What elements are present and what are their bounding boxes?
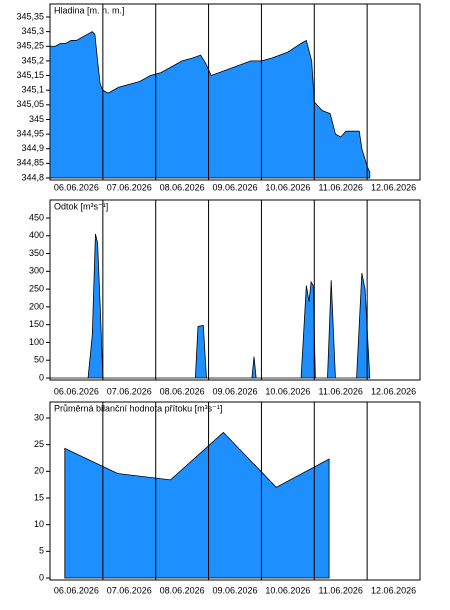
y-tick-label: 300: [29, 266, 44, 276]
y-tick-label: 345,2: [21, 55, 44, 65]
x-tick-label: 12.06.2026: [371, 182, 416, 192]
y-tick-label: 10: [34, 519, 44, 529]
y-tick-label: 0: [39, 372, 44, 382]
x-tick-label: 06.06.2026: [54, 182, 99, 192]
x-tick-label: 10.06.2026: [265, 386, 310, 396]
x-tick-label: 07.06.2026: [107, 386, 152, 396]
x-tick-label: 12.06.2026: [371, 386, 416, 396]
x-tick-label: 08.06.2026: [160, 585, 205, 595]
x-tick-label: 10.06.2026: [265, 585, 310, 595]
y-tick-label: 345: [29, 114, 44, 124]
chart-title: Hladina [m. n. m.]: [54, 5, 125, 15]
y-tick-label: 5: [39, 546, 44, 556]
y-tick-label: 345,3: [21, 26, 44, 36]
x-tick-label: 11.06.2026: [319, 182, 363, 192]
x-tick-label: 07.06.2026: [107, 585, 152, 595]
x-tick-label: 09.06.2026: [212, 386, 257, 396]
x-tick-label: 08.06.2026: [160, 182, 205, 192]
y-tick-label: 100: [29, 337, 44, 347]
y-tick-label: 20: [34, 466, 44, 476]
y-tick-label: 25: [34, 439, 44, 449]
x-tick-label: 07.06.2026: [107, 182, 152, 192]
area: [50, 233, 371, 379]
chart-title: Odtok [m³s⁻¹]: [54, 201, 108, 211]
y-tick-label: 30: [34, 412, 44, 422]
area: [49, 31, 371, 179]
y-tick-label: 344,8: [21, 172, 44, 182]
y-tick-label: 350: [29, 248, 44, 258]
y-tick-label: 345,35: [16, 11, 44, 21]
chart-title: Průměrná bilanční hodnota přítoku [m³s⁻¹…: [54, 403, 222, 413]
x-tick-label: 11.06.2026: [319, 585, 363, 595]
x-tick-label: 09.06.2026: [212, 585, 257, 595]
y-tick-label: 200: [29, 301, 44, 311]
y-tick-label: 15: [34, 492, 44, 502]
x-tick-label: 08.06.2026: [160, 386, 205, 396]
x-tick-label: 06.06.2026: [54, 386, 99, 396]
x-tick-label: 06.06.2026: [54, 585, 99, 595]
y-tick-label: 345,25: [16, 41, 44, 51]
y-tick-label: 345,05: [16, 99, 44, 109]
y-tick-label: 344,95: [16, 128, 44, 138]
x-tick-label: 12.06.2026: [371, 585, 416, 595]
y-tick-label: 250: [29, 283, 44, 293]
y-tick-label: 344,85: [16, 158, 44, 168]
area: [64, 431, 330, 579]
y-tick-label: 0: [39, 572, 44, 582]
y-tick-label: 345,15: [16, 70, 44, 80]
y-tick-label: 50: [34, 355, 44, 365]
x-tick-label: 09.06.2026: [212, 182, 257, 192]
y-tick-label: 400: [29, 230, 44, 240]
y-tick-label: 150: [29, 319, 44, 329]
y-tick-label: 344,9: [21, 143, 44, 153]
x-tick-label: 10.06.2026: [265, 182, 310, 192]
y-tick-label: 345,1: [21, 85, 44, 95]
y-tick-label: 450: [29, 212, 44, 222]
x-tick-label: 11.06.2026: [319, 386, 363, 396]
